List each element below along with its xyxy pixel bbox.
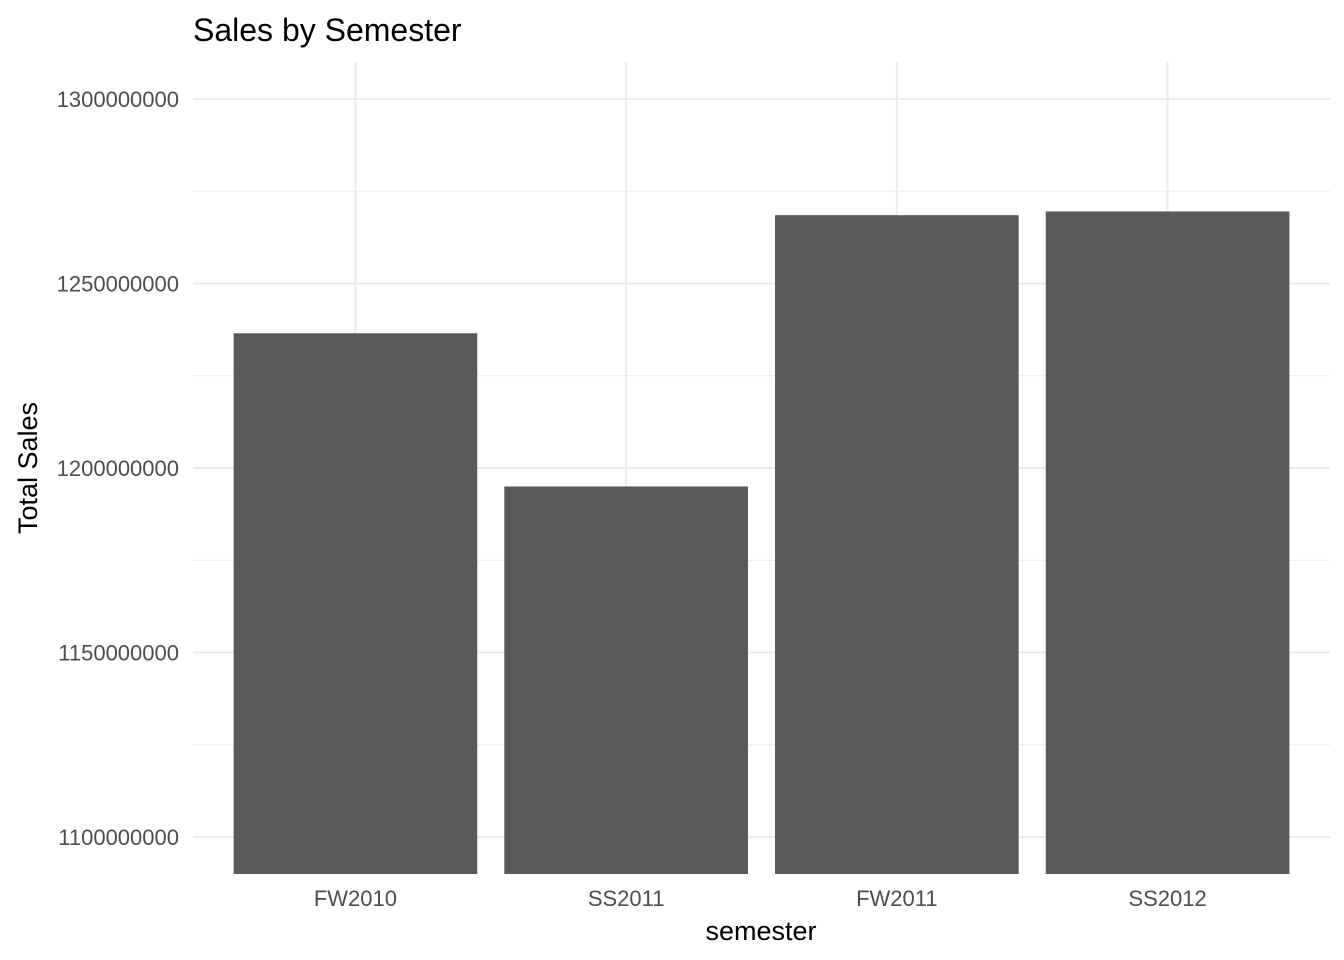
bar-ss2011 (504, 486, 748, 874)
bar-fw2011 (775, 215, 1019, 874)
y-tick-label: 1250000000 (57, 271, 179, 296)
y-axis-title: Total Sales (13, 402, 43, 534)
x-tick-label: FW2010 (314, 886, 397, 911)
chart-title: Sales by Semester (193, 12, 462, 48)
bar-ss2012 (1045, 211, 1290, 874)
x-axis-ticks: FW2010 SS2011 FW2011 SS2012 (314, 886, 1207, 911)
y-tick-label: 1200000000 (57, 456, 179, 481)
bar-layer (233, 211, 1290, 874)
y-tick-label: 1150000000 (58, 641, 179, 666)
bar-fw2010 (233, 333, 478, 874)
x-tick-label: SS2011 (588, 886, 665, 911)
x-axis-title: semester (705, 916, 816, 946)
x-tick-label: FW2011 (856, 886, 938, 911)
y-axis-ticks: 1100000000 1150000000 1200000000 1250000000… (57, 87, 179, 850)
x-tick-label: SS2012 (1128, 886, 1206, 911)
y-tick-label: 1100000000 (58, 825, 179, 850)
y-tick-label: 1300000000 (57, 87, 179, 112)
